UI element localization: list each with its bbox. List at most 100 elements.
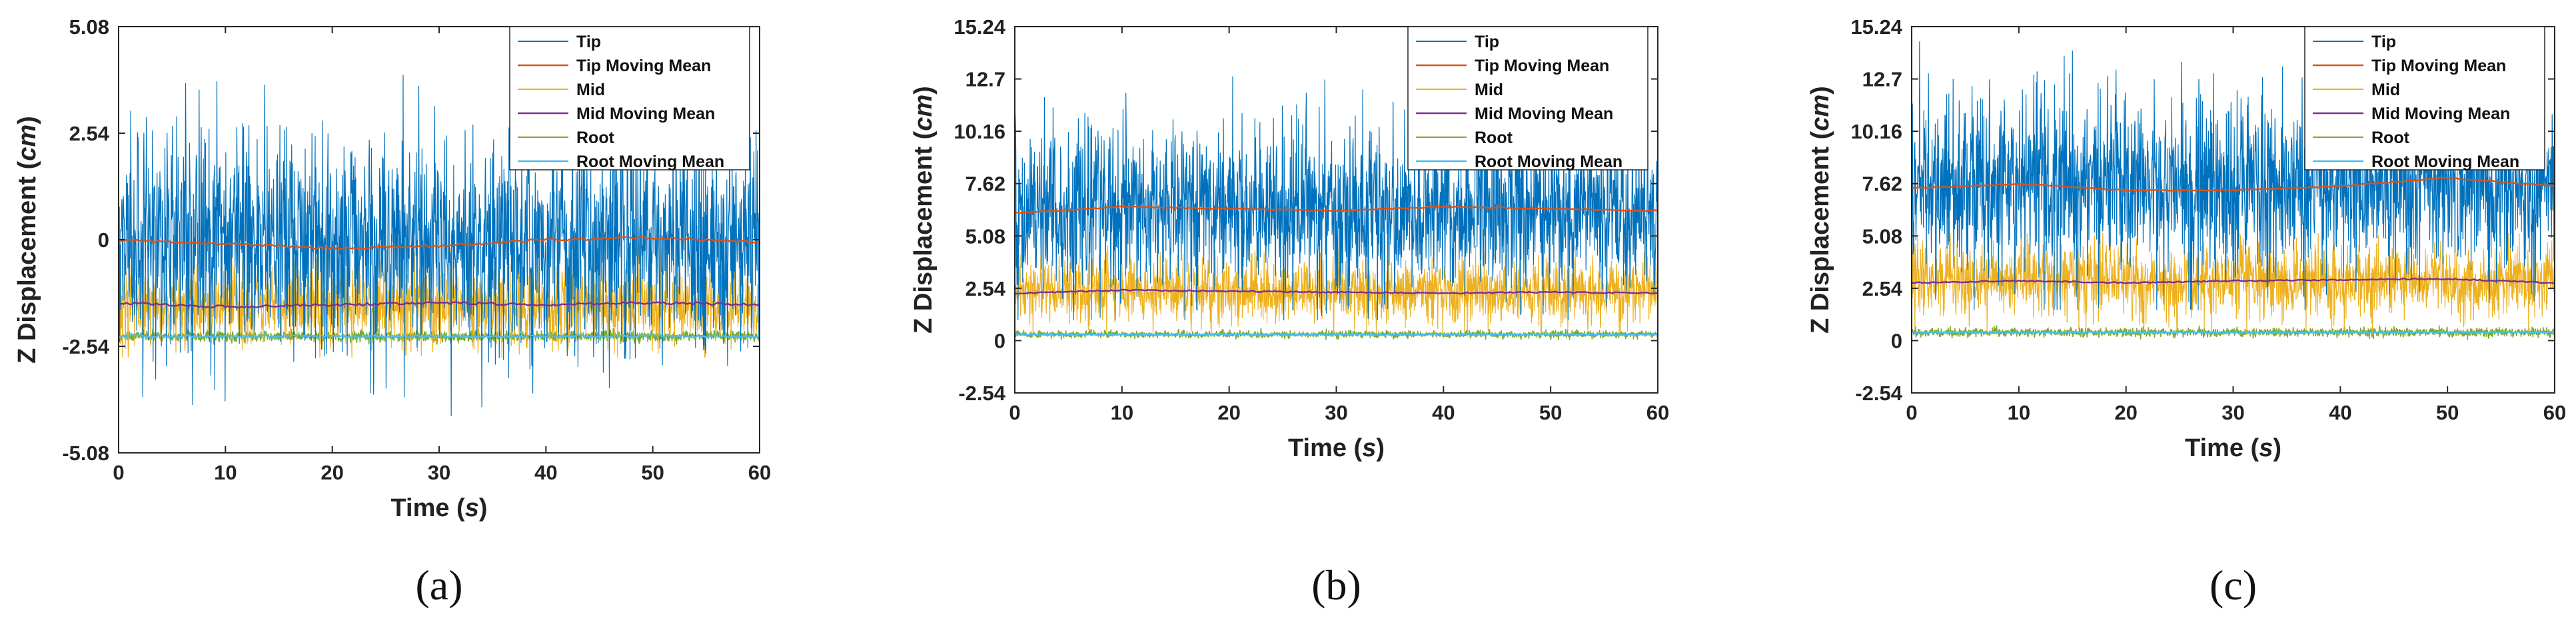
y-tick-label: 5.08 [966,224,1005,248]
y-tick-label: 10.16 [954,120,1005,143]
x-axis-label-paren-open: ( [450,494,466,522]
y-tick-label: 5.08 [69,15,109,39]
legend-label: Mid [1475,81,1503,99]
x-axis-label-name: Time [1288,434,1347,462]
y-tick-label: 15.24 [1850,15,1902,39]
y-axis-label-unit: cm [13,125,41,161]
y-axis-label-unit: cm [1806,95,1834,131]
y-tick-label: 12.7 [966,68,1005,91]
y-axis-label-paren-open: ( [1806,131,1834,147]
x-tick-label: 50 [641,461,664,484]
legend-label: Mid Moving Mean [1475,105,1613,123]
x-axis-label-unit: s [2259,434,2273,462]
x-axis-label-paren-close: ) [479,494,488,522]
series-line-root [1015,328,1658,340]
x-tick-label: 40 [2329,401,2351,424]
y-axis-label-name: Z Displacement [910,147,938,334]
x-tick-label: 10 [2008,401,2030,424]
x-tick-label: 0 [1009,401,1020,424]
legend: Tip Tip Moving Mean Mid Mid Moving Mean Root… [509,26,750,171]
legend-label: Root Moving Mean [576,153,724,171]
legend-label: Root Moving Mean [1475,153,1622,171]
legend-label: Tip [1475,33,1499,51]
x-axis-label-paren-close: ) [1376,434,1385,462]
y-tick-label: 12.7 [1862,68,1902,91]
y-axis-label: Z Displacement (cm) [1806,86,1834,334]
x-tick-label: 30 [428,461,450,484]
y-axis-label: Z Displacement (cm) [910,86,938,334]
y-axis-label-name: Z Displacement [1806,147,1834,334]
chart-panel-c: 0 10 20 30 40 50 60-2.5402.545.087.6210.1612.7… [1806,15,2566,609]
series-line-tip-mean [1015,205,1658,214]
legend-label: Root [1475,129,1513,147]
x-tick-label: 10 [1111,401,1133,424]
y-tick-label: -2.54 [62,335,109,358]
y-axis-label-paren-close: ) [910,86,938,95]
y-tick-label: -2.54 [1855,382,1902,405]
x-tick-label: 0 [1906,401,1917,424]
legend-label: Tip [2371,33,2396,51]
y-tick-label: -2.54 [958,382,1005,405]
x-axis-label-name: Time [390,494,449,522]
legend-label: Root [576,129,615,147]
x-tick-label: 40 [534,461,557,484]
series-line-tip [1912,41,2555,310]
y-tick-label: 2.54 [1862,277,1903,300]
x-tick-label: 30 [2222,401,2244,424]
x-axis-label: Time (s) [1288,434,1385,462]
x-tick-label: 20 [321,461,343,484]
chart-panel-b: 0 10 20 30 40 50 60-2.5402.545.087.6210.1612.7… [910,15,1669,609]
y-axis-label: Z Displacement (cm) [13,116,41,364]
legend-label: Tip Moving Mean [1475,57,1609,75]
x-axis-label-unit: s [465,494,479,522]
y-axis-label-paren-open: ( [910,131,938,147]
y-tick-label: -5.08 [62,442,109,465]
series-group [1015,62,1658,340]
y-tick-label: 5.08 [1862,224,1902,248]
y-tick-label: 10.16 [1850,120,1902,143]
legend-box [1407,26,1648,170]
y-axis-label-paren-close: ) [1806,86,1834,95]
y-tick-label: 2.54 [966,277,1006,300]
panel-caption: (a) [415,561,462,609]
legend-label: Tip Moving Mean [2371,57,2506,75]
y-axis-label-name: Z Displacement [13,176,41,364]
legend-label: Mid Moving Mean [576,105,715,123]
series-line-tip [119,75,760,417]
panel-caption: (b) [1311,561,1361,609]
x-axis-label-paren-open: ( [1347,434,1363,462]
y-tick-label: 0 [98,228,109,252]
series-line-mid-mean [119,301,760,309]
y-tick-label: 7.62 [966,172,1005,196]
legend-label: Mid Moving Mean [2371,105,2510,123]
y-axis-label-paren-close: ) [13,116,41,125]
x-axis-label-paren-close: ) [2273,434,2281,462]
legend-label: Root Moving Mean [2371,153,2519,171]
x-tick-label: 50 [1539,401,1562,424]
series-line-mid-mean [1912,278,2555,284]
legend: Tip Tip Moving Mean Mid Mid Moving Mean Root… [1407,26,1648,171]
series-line-tip-mean [1912,176,2555,192]
x-tick-label: 30 [1325,401,1347,424]
series-line-root [1912,325,2555,340]
x-tick-label: 60 [1646,401,1669,424]
series-line-root-mean [119,334,760,338]
x-tick-label: 50 [2436,401,2459,424]
series-group [1912,41,2555,340]
y-tick-label: 0 [1891,329,1902,352]
legend-box [509,26,750,170]
x-tick-label: 60 [2543,401,2566,424]
series-line-tip [1015,62,1658,321]
x-tick-label: 20 [1217,401,1240,424]
series-line-root-mean [1015,333,1658,336]
x-axis-label-unit: s [1362,434,1376,462]
x-tick-label: 0 [113,461,124,484]
y-axis-label-paren-open: ( [13,160,41,176]
x-tick-label: 10 [214,461,237,484]
series-line-mid-mean [1015,288,1658,295]
x-tick-label: 20 [2114,401,2137,424]
x-axis-label: Time (s) [2185,434,2281,462]
legend-label: Mid [576,81,605,99]
